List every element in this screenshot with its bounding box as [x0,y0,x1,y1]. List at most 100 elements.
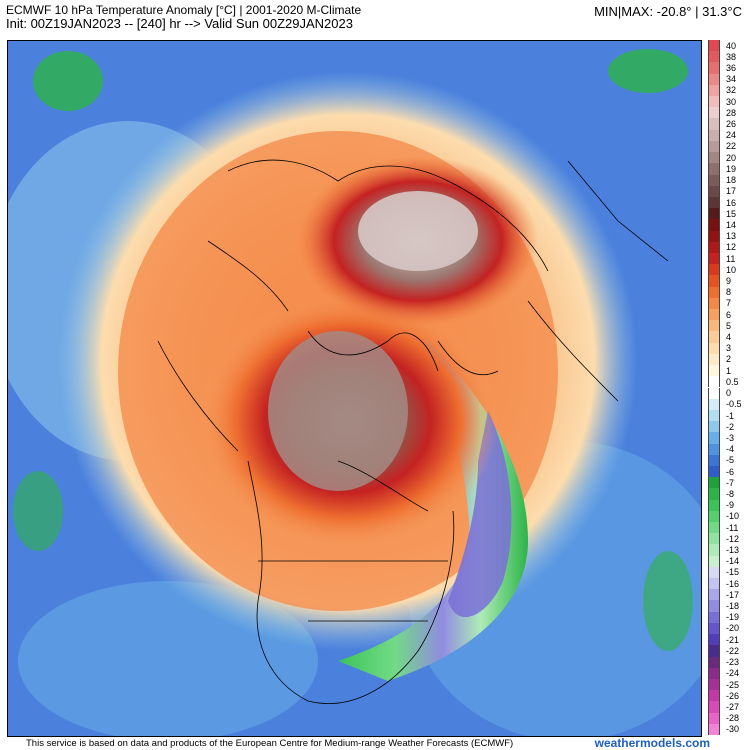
legend-swatch [708,454,720,466]
legend-entry: -19 [708,611,748,623]
legend-label: -16 [726,578,740,589]
legend-label: 2 [726,354,732,365]
legend-swatch [708,331,720,343]
legend-entry: -13 [708,544,748,556]
legend-label: 32 [726,85,737,96]
legend-swatch [708,611,720,623]
legend-label: -27 [726,701,740,712]
legend-label: 19 [726,163,737,174]
map-panel [7,40,702,737]
legend-entry: 8 [708,286,748,298]
legend-label: 4 [726,332,732,343]
legend-label: -9 [726,500,735,511]
legend-swatch [708,566,720,579]
legend-entry: -0.5 [708,398,748,410]
legend-label: 38 [726,51,737,62]
legend-label: 0 [726,388,732,399]
legend-entry: 19 [708,163,748,175]
legend-entry: -26 [708,690,748,702]
legend-swatch [708,40,720,52]
legend-label: -15 [726,567,740,578]
color-scale-legend: 40 38 36 34 32 30 28 26 24 22 20 19 18 17 16 15 14 13 12 11… [708,40,748,735]
legend-entry: 1 [708,365,748,377]
legend-entry: -9 [708,499,748,511]
legend-entry: -4 [708,443,748,455]
legend-entry: 15 [708,208,748,220]
legend-label: -13 [726,545,740,556]
legend-label: -10 [726,511,740,522]
legend-entry: -12 [708,533,748,545]
min-max-readout: MIN|MAX: -20.8° | 31.3°C [594,4,742,19]
legend-entry: -24 [708,667,748,679]
legend-swatch [708,499,720,511]
legend-swatch [708,163,720,175]
legend-swatch [708,230,720,242]
legend-label: -21 [726,634,740,645]
legend-entry: 14 [708,219,748,231]
legend-entry: 6 [708,309,748,321]
legend-entry: -11 [708,522,748,534]
brand-link[interactable]: weathermodels.com [594,736,710,750]
legend-entry: 24 [708,129,748,141]
legend-swatch [708,376,720,388]
legend-swatch [708,51,720,63]
legend-swatch [708,342,720,354]
legend-label: -25 [726,679,740,690]
legend-entry: -20 [708,622,748,635]
legend-swatch [708,510,720,522]
legend-swatch [708,185,720,197]
legend-entry: -14 [708,555,748,567]
legend-entry: -10 [708,510,748,522]
legend-swatch [708,297,720,310]
legend-swatch [708,589,720,601]
legend-swatch [708,174,720,186]
legend-entry: -28 [708,712,748,724]
legend-swatch [708,73,720,85]
legend-entry: 36 [708,62,748,74]
legend-label: 14 [726,219,737,230]
legend-label: -23 [726,657,740,668]
legend-entry: 0.5 [708,376,748,388]
legend-label: 24 [726,130,737,141]
legend-entry: 9 [708,275,748,287]
legend-label: 22 [726,141,737,152]
ecmwf-credit: This service is based on data and produc… [26,738,514,749]
legend-swatch [708,309,720,321]
legend-label: -28 [726,713,740,724]
legend-label: -11 [726,522,739,533]
legend-swatch [708,107,720,119]
legend-swatch [708,443,720,455]
legend-swatch [708,219,720,231]
legend-label: 13 [726,231,737,242]
legend-entry: -18 [708,600,748,612]
legend-swatch [708,365,720,377]
legend-swatch [708,522,720,534]
legend-label: -5 [726,455,735,466]
legend-entry: 18 [708,174,748,186]
legend-entry: 28 [708,107,748,119]
legend-entry: 20 [708,152,748,164]
legend-swatch [708,252,720,265]
legend-label: 7 [726,298,732,309]
legend-entry: 17 [708,185,748,197]
init-valid-line: Init: 00Z19JAN2023 -- [240] hr --> Valid… [6,16,353,31]
legend-label: 15 [726,208,737,219]
legend-swatch [708,152,720,164]
legend-entry: 12 [708,241,748,253]
legend-entry: -30 [708,723,748,735]
legend-entry: -7 [708,477,748,489]
legend-swatch [708,465,720,478]
legend-label: -17 [726,589,740,600]
legend-swatch [708,264,720,276]
legend-swatch [708,656,720,668]
legend-swatch [708,196,720,209]
legend-entry: 0 [708,387,748,399]
legend-entry: -16 [708,578,748,590]
legend-label: -22 [726,645,740,656]
legend-swatch [708,600,720,612]
legend-label: 30 [726,96,737,107]
legend-swatch [708,140,720,153]
legend-entry: 13 [708,230,748,242]
legend-entry: -22 [708,645,748,657]
legend-swatch [708,555,720,567]
